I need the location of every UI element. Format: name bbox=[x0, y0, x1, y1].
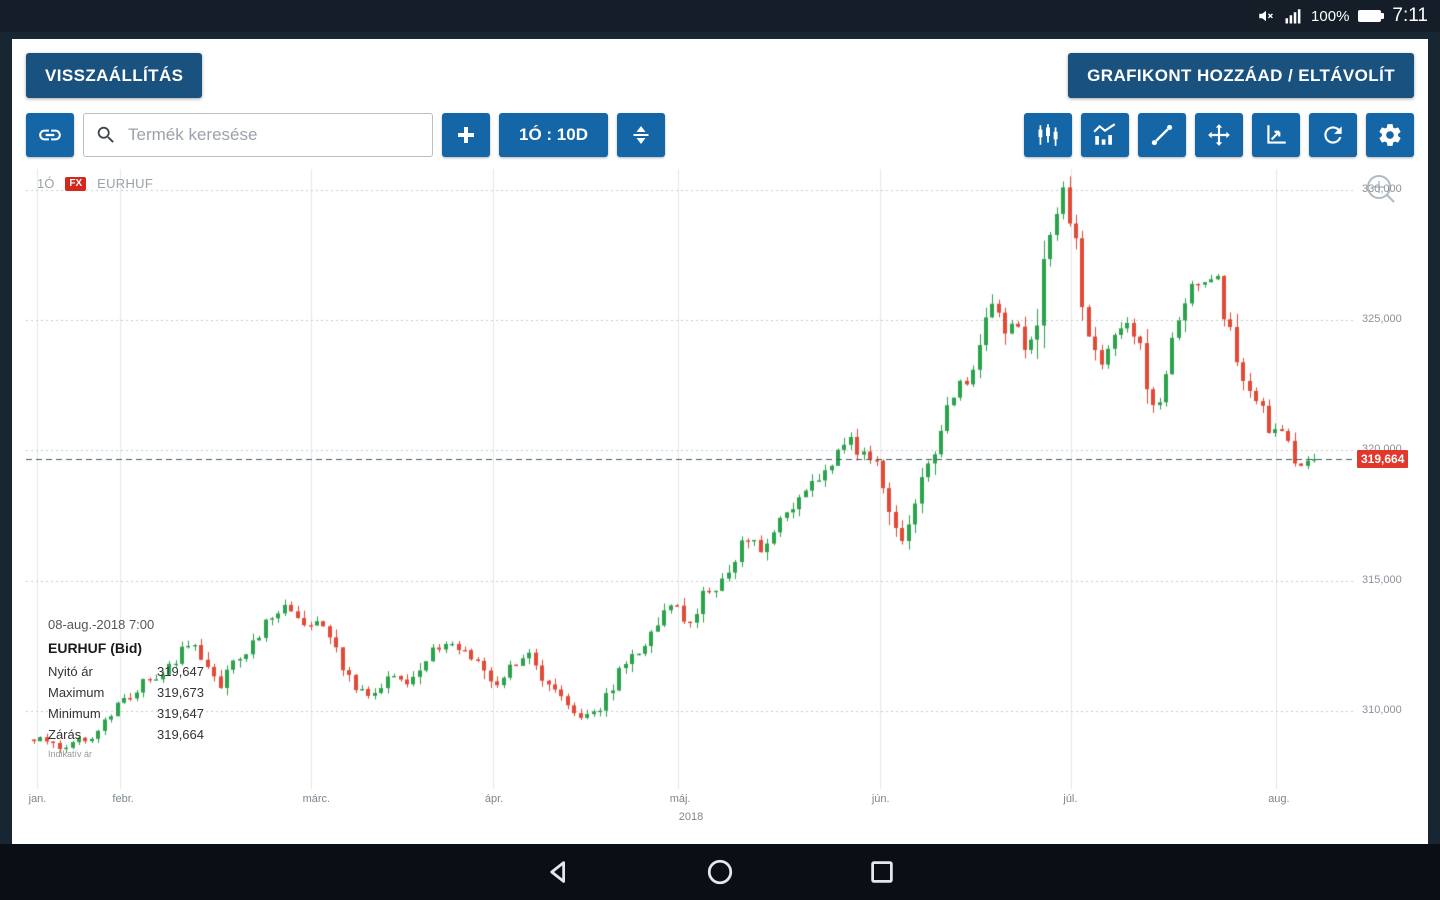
expand-vertical-icon bbox=[633, 126, 649, 144]
chart-style-button[interactable] bbox=[1081, 113, 1129, 157]
chart-app-panel: VISSZAÁLLÍTÁS GRAFIKONT HOZZÁAD / ELTÁVO… bbox=[12, 39, 1428, 844]
tooltip-open-row: Nyitó ár 319,647 bbox=[48, 661, 204, 682]
candlestick-chart-button[interactable] bbox=[1024, 113, 1072, 157]
back-icon bbox=[550, 861, 565, 883]
add-remove-chart-button[interactable]: GRAFIKONT HOZZÁAD / ELTÁVOLÍT bbox=[1068, 53, 1414, 98]
zoom-watermark-icon bbox=[1367, 175, 1395, 203]
trendline-icon bbox=[1151, 124, 1173, 146]
tooltip-close-value: 319,664 bbox=[157, 727, 204, 742]
refresh-button[interactable] bbox=[1309, 113, 1357, 157]
link-charts-button[interactable] bbox=[26, 113, 74, 157]
tooltip-open-label: Nyitó ár bbox=[48, 664, 93, 679]
y-axis-label: 330,000 bbox=[1362, 182, 1402, 195]
trendline-button[interactable] bbox=[1138, 113, 1186, 157]
ohlc-tooltip: 08-aug.-2018 7:00 EURHUF (Bid) Nyitó ár … bbox=[48, 617, 204, 759]
tooltip-high-value: 319,673 bbox=[157, 685, 204, 700]
move-icon bbox=[1208, 124, 1230, 146]
timeframe-label: 1Ó bbox=[37, 176, 55, 191]
product-search-box bbox=[83, 113, 433, 157]
add-instrument-button[interactable] bbox=[442, 113, 490, 157]
x-axis-label: jún. bbox=[871, 793, 890, 805]
recents-icon bbox=[871, 861, 893, 883]
link-icon bbox=[39, 129, 61, 141]
x-axis-year-label: 2018 bbox=[678, 811, 704, 823]
y-axis-label: 310,000 bbox=[1362, 703, 1402, 716]
symbol-header: 1Ó FX EURHUF bbox=[37, 176, 153, 191]
status-bar: 100% 7:11 bbox=[0, 0, 1440, 32]
x-axis: jan. febr. márc. ápr. máj. jún. júl. aug. bbox=[26, 793, 1356, 808]
app-frame: VISSZAÁLLÍTÁS GRAFIKONT HOZZÁAD / ELTÁVO… bbox=[0, 32, 1440, 844]
tooltip-footnote: Indikatív ár bbox=[48, 749, 93, 759]
mute-icon bbox=[1259, 10, 1273, 22]
signal-icon bbox=[1285, 9, 1301, 24]
plus-icon bbox=[458, 127, 474, 143]
x-axis-label: jan. bbox=[28, 793, 47, 805]
tooltip-low-value: 319,647 bbox=[157, 706, 204, 721]
x-axis-label: aug. bbox=[1268, 793, 1290, 805]
tooltip-low-row: Minimum 319,647 bbox=[48, 703, 204, 724]
expand-vertical-button[interactable] bbox=[616, 113, 665, 157]
tooltip-close-row: Zárás 319,664 bbox=[48, 724, 204, 745]
crosshair-move-button[interactable] bbox=[1195, 113, 1243, 157]
gear-icon bbox=[1379, 124, 1401, 146]
nav-home-button[interactable] bbox=[701, 853, 739, 891]
toolbar: 1Ó : 10D bbox=[26, 113, 1414, 157]
battery-percent: 100% bbox=[1311, 7, 1350, 25]
x-axis-label: ápr. bbox=[484, 793, 504, 805]
search-icon bbox=[97, 126, 114, 143]
last-price-tag: 319,664 bbox=[1357, 450, 1409, 469]
search-input[interactable] bbox=[126, 124, 421, 146]
tooltip-high-label: Maximum bbox=[48, 685, 105, 700]
nav-recents-button[interactable] bbox=[863, 853, 901, 891]
reset-button[interactable]: VISSZAÁLLÍTÁS bbox=[26, 53, 203, 98]
toolbar-right-group bbox=[1024, 113, 1414, 157]
nav-back-button[interactable] bbox=[539, 853, 577, 891]
android-nav-bar bbox=[0, 844, 1440, 900]
x-axis-label: márc. bbox=[302, 793, 331, 805]
battery-icon bbox=[1358, 10, 1385, 22]
status-time: 7:11 bbox=[1392, 5, 1428, 26]
axes-scale-button[interactable] bbox=[1252, 113, 1300, 157]
home-icon bbox=[707, 859, 733, 885]
interval-button[interactable]: 1Ó : 10D bbox=[499, 113, 608, 157]
y-axis-label: 315,000 bbox=[1362, 573, 1402, 586]
refresh-icon bbox=[1324, 126, 1342, 144]
settings-button[interactable] bbox=[1366, 113, 1414, 157]
x-axis-label: máj. bbox=[669, 793, 691, 805]
candlestick-icon bbox=[1038, 124, 1058, 146]
x-axis-label: febr. bbox=[112, 793, 134, 805]
tooltip-high-row: Maximum 319,673 bbox=[48, 682, 204, 703]
header-row: VISSZAÁLLÍTÁS GRAFIKONT HOZZÁAD / ELTÁVO… bbox=[26, 53, 1414, 98]
chart-area: 1Ó FX EURHUF 330,000325,000320,000315,00… bbox=[26, 169, 1414, 835]
chart-style-icon bbox=[1093, 123, 1116, 145]
tooltip-date: 08-aug.-2018 7:00 bbox=[48, 617, 155, 632]
x-axis-label: júl. bbox=[1063, 793, 1078, 805]
tooltip-title: EURHUF (Bid) bbox=[48, 640, 143, 656]
tooltip-close-label: Zárás bbox=[48, 727, 82, 742]
fx-badge: FX bbox=[65, 176, 87, 191]
axes-icon bbox=[1267, 125, 1286, 144]
price-chart-canvas[interactable] bbox=[26, 169, 1356, 789]
symbol-label: EURHUF bbox=[97, 176, 154, 191]
y-axis-label: 325,000 bbox=[1362, 313, 1402, 326]
tooltip-open-value: 319,647 bbox=[157, 664, 204, 679]
tooltip-low-label: Minimum bbox=[48, 706, 101, 721]
